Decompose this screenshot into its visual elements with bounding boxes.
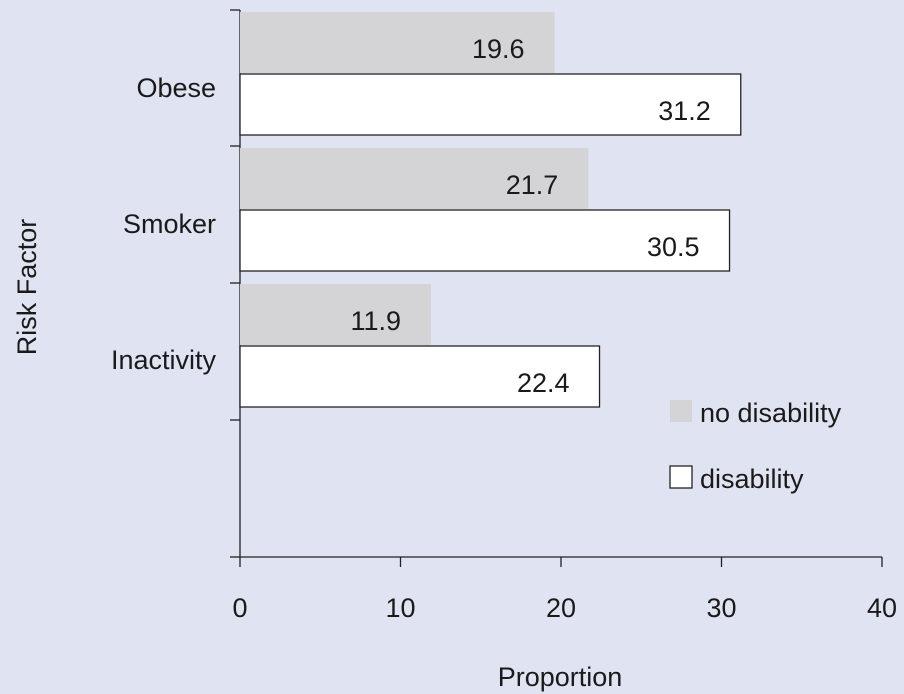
legend: no disability disability [669, 398, 842, 494]
legend-label-no-disability: no disability [700, 398, 842, 428]
bar-label-smoker-no-disability: 21.7 [506, 170, 559, 200]
x-tick-label-10: 10 [385, 593, 415, 623]
x-axis-title: Proportion [498, 662, 623, 692]
legend-swatch-no-disability [670, 400, 692, 422]
bar-smoker-disability [239, 209, 731, 272]
bar-inactivity-disability [239, 345, 601, 408]
bar-smoker-no-disability [240, 148, 589, 209]
bar-obese-no-disability [240, 12, 555, 73]
x-tick-label-30: 30 [706, 593, 736, 623]
category-labels: Obese Smoker Inactivity [111, 73, 217, 375]
bar-label-obese-no-disability: 19.6 [472, 34, 525, 64]
legend-label-disability: disability [700, 464, 804, 494]
bar-label-obese-disability: 31.2 [658, 96, 711, 126]
bar-inactivity-no-disability [240, 284, 431, 345]
bar-label-inactivity-disability: 22.4 [517, 368, 570, 398]
x-tick-label-0: 0 [232, 593, 247, 623]
bar-obese-disability [239, 73, 742, 136]
legend-swatch-disability [669, 465, 693, 489]
category-label-inactivity: Inactivity [111, 345, 217, 375]
bars: 19.6 31.2 21.7 30.5 11.9 22.4 [239, 12, 742, 408]
bar-label-smoker-disability: 30.5 [647, 232, 700, 262]
y-axis-ticks [230, 9, 240, 558]
y-axis-title: Risk Factor [12, 219, 42, 356]
category-label-smoker: Smoker [123, 209, 216, 239]
x-tick-label-40: 40 [867, 593, 897, 623]
x-tick-label-20: 20 [546, 593, 576, 623]
category-label-obese: Obese [136, 73, 216, 103]
bar-label-inactivity-no-disability: 11.9 [350, 306, 401, 336]
x-axis-ticks: 0 10 20 30 40 [232, 557, 897, 623]
